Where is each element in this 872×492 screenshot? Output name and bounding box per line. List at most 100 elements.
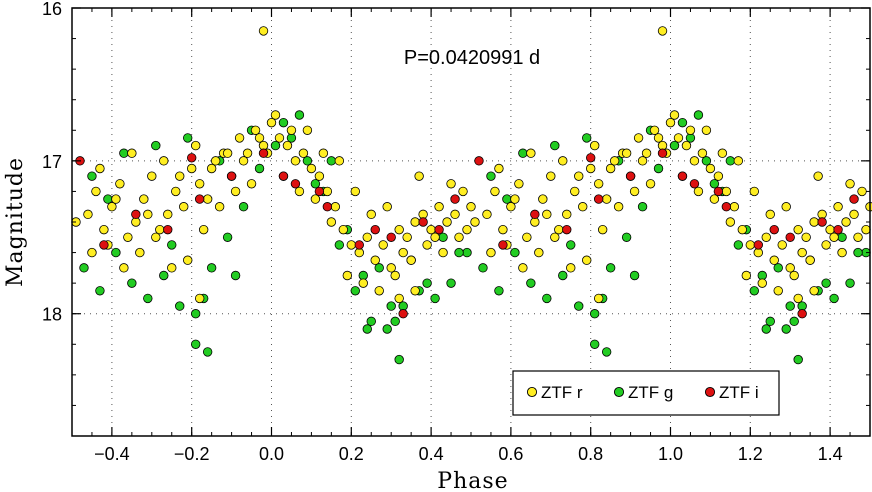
point-ztf-g (526, 278, 536, 288)
point-ztf-r (410, 217, 420, 227)
point-ztf-r (629, 186, 640, 197)
point-ztf-r (673, 133, 684, 143)
legend-label-ztf-i: ZTF i (719, 383, 759, 402)
point-ztf-r (214, 202, 225, 212)
point-ztf-g (111, 247, 121, 258)
point-ztf-r (490, 186, 500, 197)
point-ztf-g (294, 110, 305, 120)
point-ztf-r (605, 163, 616, 174)
point-ztf-r (713, 171, 724, 181)
point-ztf-r (526, 148, 536, 158)
point-ztf-r (111, 194, 121, 204)
point-ztf-r (681, 140, 692, 151)
point-ztf-g (494, 286, 504, 296)
point-ztf-r (550, 232, 560, 242)
point-ztf-r (613, 202, 624, 212)
point-ztf-r (498, 224, 508, 235)
point-ztf-r (462, 224, 472, 235)
point-ztf-r (506, 202, 516, 212)
point-ztf-r (430, 232, 440, 242)
point-ztf-g (677, 117, 688, 128)
point-ztf-r (514, 179, 524, 189)
point-ztf-r (653, 133, 664, 143)
point-ztf-r (813, 171, 823, 181)
point-ztf-r (593, 293, 604, 304)
point-ztf-r (657, 26, 668, 36)
point-ztf-i (194, 194, 205, 204)
y-axis-title: Magnitude (3, 157, 28, 287)
point-ztf-g (438, 232, 448, 242)
point-ztf-r (745, 240, 756, 250)
point-ztf-i (721, 202, 732, 212)
point-ztf-r (773, 286, 783, 296)
point-ztf-g (701, 156, 712, 166)
point-ztf-r (338, 224, 349, 235)
point-ztf-r (234, 133, 245, 143)
point-ztf-g (709, 179, 720, 189)
x-tick-labels: −0.4 −0.2 0.0 0.2 0.4 0.6 0.8 1.0 1.2 1.4 (94, 444, 842, 464)
point-ztf-r (135, 247, 145, 258)
point-ztf-g (87, 171, 97, 181)
point-ztf-r (442, 217, 452, 227)
point-ztf-r (781, 202, 791, 212)
point-ztf-r (99, 224, 109, 235)
point-ztf-r (382, 202, 392, 212)
point-ztf-i (785, 232, 795, 242)
x-tick-label: 0.0 (259, 444, 284, 464)
point-ztf-g (430, 293, 440, 304)
point-ztf-r (398, 247, 408, 258)
point-ztf-r (593, 179, 604, 189)
point-ztf-r (705, 163, 716, 174)
point-ztf-r (633, 133, 644, 143)
point-ztf-r (266, 117, 277, 128)
legend-marker-ztf-r (526, 386, 538, 398)
point-ztf-g (79, 263, 89, 273)
point-ztf-g (558, 270, 568, 281)
point-ztf-i (278, 171, 289, 181)
point-ztf-g (550, 140, 560, 151)
legend-box (512, 370, 780, 416)
point-ztf-i (314, 186, 325, 197)
point-ztf-g (837, 232, 847, 242)
point-ztf-r (406, 255, 416, 265)
point-ztf-r (789, 270, 799, 281)
point-ztf-r (697, 148, 708, 158)
x-tick-label: 0.8 (578, 444, 603, 464)
point-ztf-g (206, 263, 217, 273)
point-ztf-r (578, 202, 588, 212)
point-ztf-r (83, 209, 93, 220)
point-ztf-r (198, 224, 209, 235)
point-ztf-r (741, 270, 752, 281)
legend-marker-ztf-g (613, 386, 625, 398)
point-ztf-r (190, 140, 201, 151)
point-ztf-r (857, 186, 867, 197)
point-ztf-g (390, 316, 400, 327)
point-ztf-r (450, 209, 460, 220)
point-ztf-r (378, 240, 388, 250)
point-ztf-r (693, 186, 704, 197)
point-ztf-r (183, 255, 193, 265)
point-ztf-r (609, 156, 620, 166)
point-ztf-r (458, 186, 468, 197)
point-ztf-r (310, 194, 321, 204)
point-ztf-r (801, 232, 811, 242)
point-ztf-r (318, 148, 329, 158)
point-ztf-r (87, 247, 97, 258)
point-ztf-g (302, 156, 313, 166)
point-ztf-i (226, 171, 237, 181)
point-ztf-g (749, 286, 759, 296)
point-ztf-r (306, 163, 317, 174)
point-ztf-r (422, 240, 432, 250)
point-ztf-r (582, 255, 592, 265)
point-ztf-g (853, 247, 863, 258)
point-ztf-i (370, 224, 380, 235)
point-ztf-g (589, 309, 600, 319)
point-ztf-r (434, 202, 444, 212)
point-ztf-i (386, 232, 396, 242)
point-ztf-g (382, 324, 392, 334)
point-ztf-g (845, 278, 855, 288)
point-ztf-r (865, 202, 872, 212)
point-ztf-r (342, 270, 353, 281)
point-ztf-r (238, 156, 249, 166)
point-ztf-r (466, 202, 476, 212)
